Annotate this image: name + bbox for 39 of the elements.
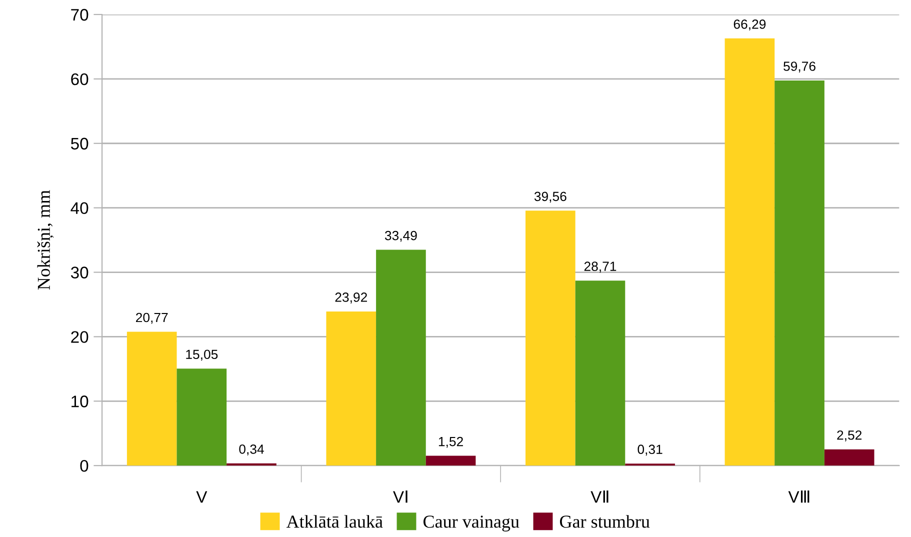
y-tick-label: 20 <box>71 331 88 343</box>
y-tick-label: 60 <box>71 73 88 86</box>
bar <box>724 38 775 466</box>
bar <box>575 280 626 466</box>
y-tick-label: 10 <box>72 396 88 408</box>
bar <box>326 311 376 466</box>
y-axis-title: Nokrišņi, mm <box>37 190 54 290</box>
data-label: 0,34 <box>239 444 264 456</box>
data-label: 33,49 <box>384 230 417 242</box>
data-label: 15,05 <box>186 350 218 361</box>
data-label: 1,52 <box>438 436 463 448</box>
bar <box>426 456 476 466</box>
bar <box>226 463 276 466</box>
data-label: 59,76 <box>784 62 816 72</box>
bar <box>176 368 227 466</box>
data-label: 66,29 <box>734 20 766 30</box>
bar <box>376 250 426 466</box>
y-tick-label: 50 <box>70 138 88 150</box>
legend-label: Gar stumbru <box>560 515 650 528</box>
data-label: 23,92 <box>335 292 367 304</box>
x-tick-label: VⅠ <box>393 490 408 503</box>
data-label: 2,52 <box>837 430 862 442</box>
data-label: 0,31 <box>638 444 662 456</box>
data-label: 39,56 <box>534 192 566 203</box>
data-label: 28,71 <box>584 262 616 273</box>
y-tick-label: 70 <box>71 8 88 21</box>
y-tick-label: 0 <box>80 460 88 472</box>
x-tick-label: VⅡ <box>590 490 608 503</box>
y-tick-label: 40 <box>70 202 88 214</box>
data-label: 20,77 <box>136 312 168 324</box>
bar <box>774 80 824 466</box>
bar <box>526 210 576 466</box>
y-tick-label: 30 <box>70 266 88 278</box>
x-tick-label: V <box>196 491 208 503</box>
legend-label: Atklātā laukā <box>286 515 383 528</box>
bar <box>824 449 874 466</box>
x-tick-label: VⅢ <box>788 490 810 503</box>
legend-label: Caur vainagu <box>423 516 520 532</box>
bar <box>126 332 177 466</box>
